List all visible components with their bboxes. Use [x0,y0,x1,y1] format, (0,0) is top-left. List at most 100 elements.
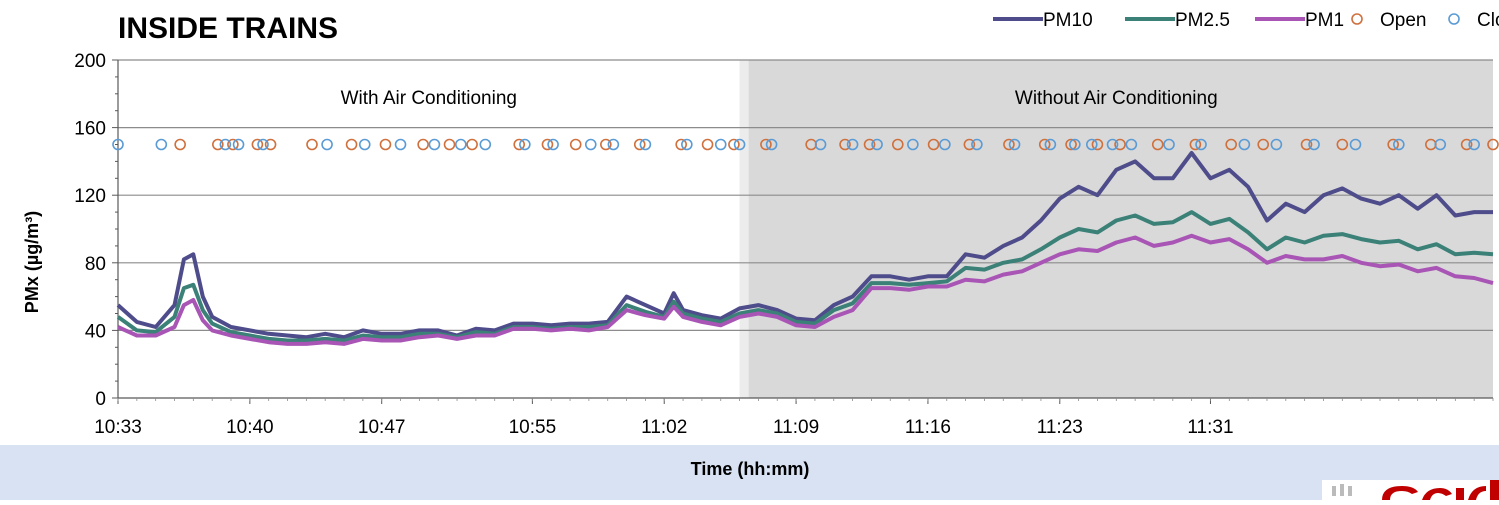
marker-open [212,138,224,151]
marker-open [1114,138,1126,151]
marker-open [963,138,976,151]
y-tick-label-120: 120 [74,186,106,207]
series-layer [116,151,1494,346]
marker-close [1069,138,1081,151]
region-label-with-ac: With Air Conditioning [341,88,517,109]
marker-close [846,138,859,151]
marker-close [547,138,559,151]
legend-label-close: Close [1477,10,1499,31]
x-tick-label-11:09: 11:09 [773,417,819,438]
marker-open [1151,138,1164,151]
marker-close [1270,138,1283,151]
marker-close [321,138,333,151]
marker-open [466,138,478,151]
x-tick-label-10:40: 10:40 [226,417,274,438]
chart: 0 40 80 120 160 200 10:33 10:40 10:47 10:55 11:02 1… [22,10,1499,438]
marker-close [1086,138,1098,151]
marker-close [907,138,919,151]
chart-title: INSIDE TRAINS [118,12,338,45]
marker-close [733,138,746,151]
series-line-pm25 [116,210,1494,343]
marker-close [1163,138,1175,151]
marker-close [455,138,467,151]
marker-layer [112,138,1499,151]
marker-open [1225,138,1237,151]
marker-close [584,138,597,151]
marker-close [155,138,168,151]
marker-open [379,138,392,151]
marker-open [417,138,429,151]
marker-open [513,138,525,151]
marker-close [1125,138,1138,151]
marker-open [863,138,876,151]
marker-open [891,138,904,151]
marker-close [519,138,531,151]
x-tick-label-11:31: 11:31 [1187,417,1233,438]
marker-close [257,138,269,151]
csic-logo [1322,480,1499,500]
marker-open [760,138,772,151]
marker-open [306,138,318,151]
marker-close [1434,138,1447,151]
marker-close [1238,138,1251,151]
legend-swatch-open [1351,13,1363,25]
marker-open [1189,138,1202,151]
marker-open [1387,138,1399,151]
marker-close [358,138,371,151]
shaded-region-without-ac [748,60,1493,398]
marker-open [728,138,740,151]
marker-open [569,138,582,151]
marker-open [1460,138,1473,151]
marker-open [1257,138,1270,151]
marker-open [1300,138,1313,151]
marker-open [839,138,851,151]
marker-close [714,138,727,151]
marker-close [1195,138,1207,151]
marker-open [443,138,456,151]
x-tick-label-11:23: 11:23 [1037,417,1083,438]
marker-close [479,138,492,151]
y-tick-label-200: 200 [74,51,106,72]
marker-close [1044,138,1057,151]
marker-close [765,138,778,151]
y-tick-label-0: 0 [95,389,106,410]
y-tick-label-160: 160 [74,119,106,140]
legend-label-pm1: PM1 [1305,10,1344,31]
marker-close [814,138,827,151]
marker-open [701,138,714,151]
marker-open [1038,138,1051,151]
marker-close [1008,138,1021,151]
marker-close [112,138,124,151]
marker-open [1336,138,1349,151]
marker-close [232,138,245,151]
marker-close [607,138,620,151]
series-line-pm1 [117,233,1494,346]
marker-open [675,138,687,151]
marker-open [251,138,264,151]
marker-open [1065,138,1077,151]
marker-open [345,138,358,151]
marker-open [927,138,940,151]
legend-label-pm25: PM2.5 [1175,10,1230,31]
marker-close [871,138,883,151]
marker-open [264,138,277,151]
marker-close [639,138,652,151]
series-line-pm10 [116,151,1493,340]
marker-close [394,138,407,151]
x-tick-label-10:55: 10:55 [509,417,557,438]
marker-close [681,138,693,151]
marker-open [600,138,612,151]
x-tick-label-10:47: 10:47 [358,417,406,438]
x-tick-label-11:02: 11:02 [641,417,687,438]
y-tick-label-80: 80 [85,254,106,275]
marker-close [1106,138,1119,151]
marker-close [1393,138,1405,151]
x-tick-label-11:16: 11:16 [905,417,951,438]
x-axis-title-band: Time (hh:mm) [0,445,1499,500]
marker-close [219,138,232,151]
marker-open [1487,138,1499,151]
marker-open [633,138,646,151]
x-tick-label-10:33: 10:33 [94,417,142,438]
marker-open [174,138,186,151]
legend-swatch-close [1448,13,1460,25]
